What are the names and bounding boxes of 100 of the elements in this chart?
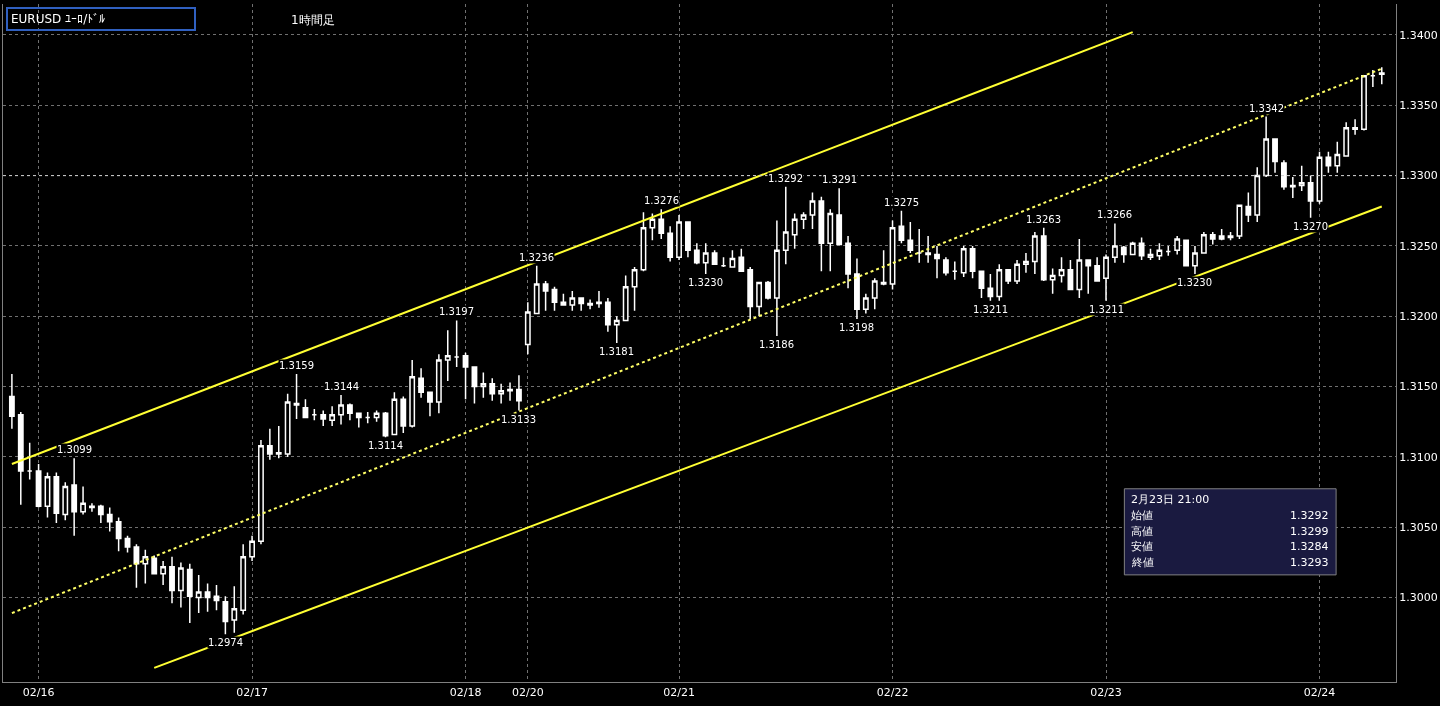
candlestick bbox=[667, 225, 674, 263]
candlestick bbox=[1058, 256, 1065, 284]
x-tick-label: 02/16 bbox=[22, 686, 55, 700]
annotation: 始値 bbox=[1131, 509, 1153, 522]
annotation: 1.3276 bbox=[644, 195, 679, 206]
y-tick-label: 1.3150 bbox=[1399, 380, 1438, 394]
candlestick bbox=[542, 280, 549, 312]
candlestick bbox=[346, 402, 353, 422]
candlestick bbox=[444, 329, 451, 382]
candlestick bbox=[1076, 238, 1083, 299]
candlestick bbox=[1031, 231, 1038, 275]
candlestick bbox=[969, 245, 976, 280]
annotation: 1.3275 bbox=[884, 197, 919, 208]
annotation: 1.3342 bbox=[1249, 103, 1284, 114]
annotation: 1.3263 bbox=[1026, 214, 1061, 225]
candlestick bbox=[711, 249, 718, 265]
annotation: 1.3291 bbox=[822, 174, 857, 185]
candlestick bbox=[329, 405, 336, 427]
candlestick bbox=[1014, 259, 1020, 285]
x-tick-label: 02/18 bbox=[449, 686, 482, 700]
candlestick bbox=[996, 263, 1003, 302]
candlestick bbox=[427, 391, 433, 417]
candlestick bbox=[596, 290, 602, 309]
candlestick bbox=[169, 556, 175, 604]
text: 1時間足 bbox=[291, 13, 335, 27]
candlestick bbox=[160, 560, 167, 586]
candlestick bbox=[1369, 69, 1376, 88]
candlestick bbox=[960, 245, 967, 278]
annotation: 1.3284 bbox=[1290, 540, 1329, 553]
annotation: 1.3230 bbox=[1177, 277, 1212, 288]
candlestick bbox=[1138, 236, 1145, 261]
annotation: 1.3211 bbox=[973, 304, 1008, 315]
candlestick bbox=[26, 442, 33, 481]
candlestick bbox=[676, 214, 682, 261]
candlestick bbox=[1049, 267, 1056, 295]
candlestick bbox=[1085, 259, 1092, 295]
x-tick-label: 02/22 bbox=[876, 686, 909, 700]
annotation: 1.3211 bbox=[1089, 304, 1124, 315]
y-tick-label: 1.3350 bbox=[1399, 99, 1438, 113]
candlestick bbox=[934, 245, 940, 280]
candlestick bbox=[1280, 159, 1287, 191]
candlestick bbox=[151, 554, 158, 575]
candlestick bbox=[756, 281, 763, 318]
candlestick bbox=[1307, 174, 1314, 219]
candlestick bbox=[1165, 245, 1172, 257]
annotation: 1.3159 bbox=[279, 360, 314, 371]
annotation: 1.3293 bbox=[1290, 556, 1329, 569]
candlestick bbox=[622, 274, 629, 322]
candlestick bbox=[97, 504, 104, 524]
candlestick bbox=[569, 290, 576, 312]
candlestick bbox=[195, 574, 202, 614]
annotation: 1.3236 bbox=[519, 252, 554, 263]
candlestick bbox=[649, 212, 656, 242]
candlestick bbox=[1023, 252, 1029, 274]
candlestick bbox=[1352, 118, 1359, 136]
candlestick bbox=[373, 409, 380, 423]
annotation: 1.3292 bbox=[768, 173, 803, 184]
candlestick bbox=[355, 412, 362, 429]
candlestick bbox=[533, 264, 540, 315]
candlestick bbox=[578, 297, 585, 312]
candlestick bbox=[1254, 166, 1261, 223]
y-tick-label: 1.3400 bbox=[1399, 28, 1438, 42]
annotation: 終値 bbox=[1131, 556, 1154, 569]
y-tick-label: 1.3300 bbox=[1399, 169, 1438, 183]
annotation: 1.3197 bbox=[439, 306, 474, 317]
candlestick bbox=[587, 298, 594, 310]
candlestick bbox=[409, 359, 416, 429]
annotation: 1.3299 bbox=[1290, 525, 1329, 538]
candlestick bbox=[1129, 240, 1136, 256]
annotation: 1.3133 bbox=[501, 414, 536, 425]
candlestick bbox=[747, 266, 754, 320]
candlestick bbox=[204, 582, 211, 613]
candlestick bbox=[222, 595, 229, 635]
candlestick bbox=[1200, 231, 1207, 254]
candlestick bbox=[498, 383, 505, 405]
candlestick bbox=[53, 471, 60, 524]
candlestick bbox=[1005, 269, 1012, 285]
x-tick-label: 02/23 bbox=[1090, 686, 1122, 700]
candlestick bbox=[1378, 66, 1385, 85]
x-tick-label: 02/20 bbox=[511, 686, 544, 700]
candlestick bbox=[604, 297, 611, 333]
annotation: 高値 bbox=[1131, 525, 1153, 538]
candlestick bbox=[249, 534, 255, 562]
candlestick bbox=[80, 485, 86, 516]
x-tick-label: 02/17 bbox=[236, 686, 268, 700]
candlestick bbox=[827, 208, 834, 273]
candlestick bbox=[773, 219, 780, 337]
candlestick bbox=[338, 394, 344, 426]
candlestick bbox=[524, 301, 531, 355]
candlestick bbox=[1120, 245, 1127, 264]
annotation: 1.3270 bbox=[1293, 221, 1328, 232]
candlestick bbox=[320, 409, 327, 427]
candlestick bbox=[1245, 191, 1252, 223]
candlestick bbox=[106, 506, 113, 533]
candlestick bbox=[898, 210, 905, 244]
annotation: 1.3266 bbox=[1097, 209, 1132, 220]
annotation: 1.3144 bbox=[324, 381, 359, 392]
candlestick bbox=[62, 481, 69, 521]
candlestick bbox=[1183, 239, 1189, 267]
candlestick bbox=[1263, 115, 1270, 178]
